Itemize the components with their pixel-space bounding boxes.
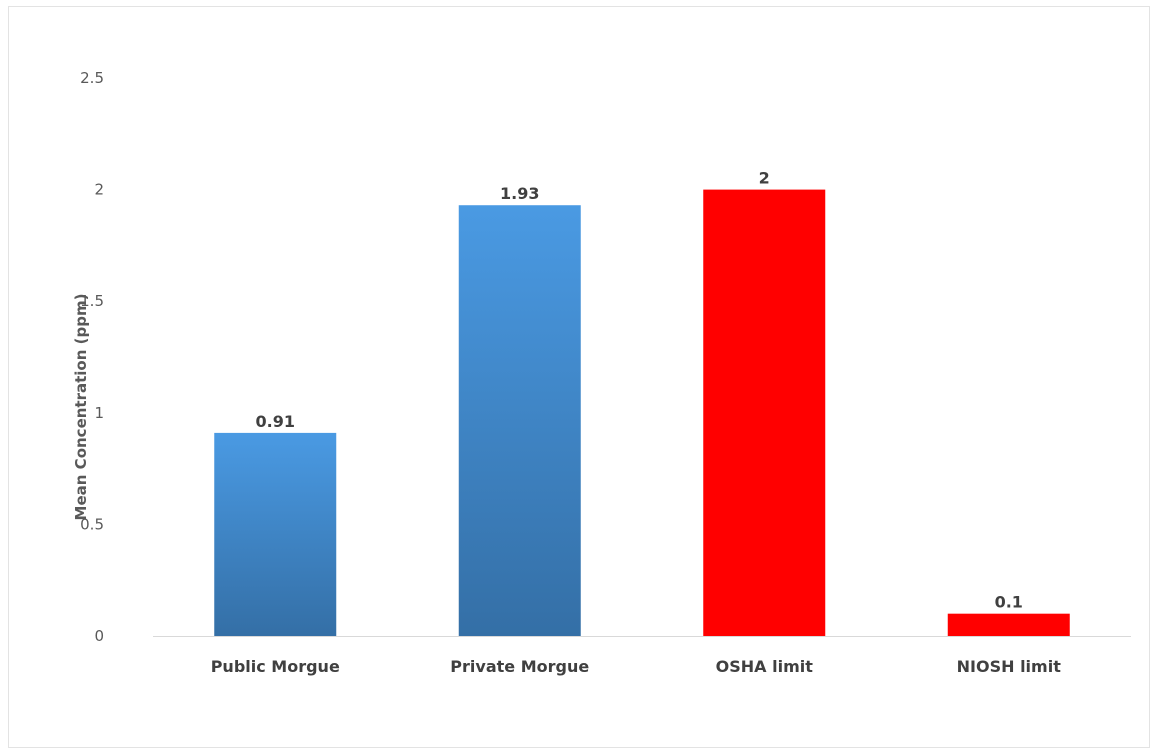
bar-private-morgue [458, 205, 581, 636]
x-tick-label: NIOSH limit [957, 657, 1062, 676]
data-label: 0.1 [995, 593, 1023, 612]
y-axis-title: Mean Concentration (ppm) [72, 294, 90, 521]
x-tick-label: OSHA limit [716, 657, 814, 676]
bars [214, 189, 1070, 636]
data-label: 0.91 [256, 412, 295, 431]
y-tick-label: 2.5 [80, 69, 104, 87]
y-tick-label: 2 [94, 181, 104, 199]
data-label: 2 [759, 169, 770, 188]
y-axis-ticks: 0 0.5 1 1.5 2 2.5 [80, 69, 104, 645]
bar-niosh-limit [947, 613, 1070, 636]
data-label: 1.93 [500, 184, 539, 203]
bar-public-morgue [214, 432, 337, 636]
bar-osha-limit [703, 189, 826, 636]
y-tick-label: 0.5 [80, 515, 104, 533]
x-tick-label: Private Morgue [450, 657, 589, 676]
x-axis-labels: Public Morgue Private Morgue OSHA limit NIO… [211, 657, 1062, 676]
y-tick-label: 1.5 [80, 292, 104, 310]
y-tick-label: 0 [94, 627, 104, 645]
x-tick-label: Public Morgue [211, 657, 340, 676]
value-labels: 0.91 1.93 2 0.1 [256, 169, 1023, 612]
y-tick-label: 1 [94, 404, 104, 422]
